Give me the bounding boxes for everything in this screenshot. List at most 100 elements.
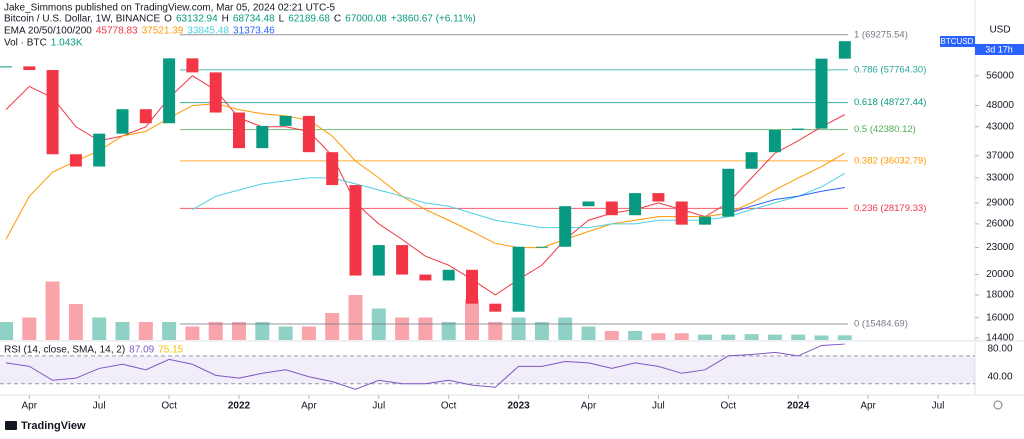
candle-body [186,58,199,73]
y-tick-label: 37000 [986,150,1014,161]
x-tick-label: Apr [22,401,38,412]
candle-body [23,66,36,71]
candle-body [116,109,129,134]
y-tick-label: 33000 [986,173,1014,184]
ema-line [728,186,845,214]
legend-text: C [334,14,341,25]
volume-bar [185,326,200,340]
candle-body [279,115,292,126]
volume-bar [45,281,60,340]
x-tick-label: Apr [301,401,317,412]
candle-body [699,216,711,225]
candle-body [489,303,502,312]
volume-bar [511,317,526,340]
rsi-line [5,343,845,390]
candle-body [139,109,152,124]
volume-bar [441,322,456,340]
x-tick-label: Jul [372,401,385,412]
x-tick-label: Apr [581,401,597,412]
candle-body [349,185,362,276]
volume-bar [301,326,316,340]
legend-text: 67000.08 [345,14,387,25]
footer: TradingView [5,420,86,432]
volume-bar [395,317,410,340]
rsi-tick-label: 40.00 [987,371,1012,382]
y-tick-label: 23000 [986,242,1014,253]
volume-bar [721,334,736,340]
volume-bar [791,334,806,340]
currency-label: USD [989,25,1010,36]
settings-button[interactable] [993,400,1003,410]
fib-label: 0.5 (42380.12) [854,124,916,135]
x-tick-label: Jul [93,401,106,412]
legend-text: 37521.39 [142,26,184,37]
x-tick-label: 2024 [787,401,810,412]
candle-body [559,206,572,247]
candle-body [93,133,106,167]
candle-body [442,269,455,281]
legend-text: Vol · BTC [4,38,47,49]
candle-body [768,129,781,153]
legend-text: Bitcoin / U.S. Dollar, 1W, BINANCE [4,14,160,25]
volume-bar [465,299,479,340]
volume-bar [0,322,13,340]
legend-text: O [164,14,172,25]
candle-body [838,41,851,59]
logo [5,421,17,430]
x-tick-label: Jul [652,401,665,412]
candle-body [815,58,828,129]
price-tag [940,36,975,47]
legend-text: RSI (14, close, SMA, 14, 2) [4,345,125,356]
volume-bar [674,333,689,340]
candle-body [46,70,59,155]
volume-bar [278,326,293,340]
legend-text: 45778.83 [96,26,138,37]
y-tick-label: 43000 [986,121,1014,132]
legend-text: 62189.68 [288,14,330,25]
countdown-tag [975,44,1024,55]
volume-bar [348,295,363,340]
legend-text: +3860.67 (+6.11%) [391,14,476,25]
volume-bar [767,334,782,340]
legend-text: 63132.94 [176,14,218,25]
candle-body [0,66,12,68]
volume-bar [534,322,549,340]
y-tick-label: 48000 [986,100,1014,111]
y-tick-label: 18000 [986,290,1014,301]
volume-bar [628,331,643,340]
volume-bar [558,317,573,340]
candle-body [512,246,525,312]
fib-label: 1 (69275.54) [854,29,908,40]
candle-body [605,201,618,216]
ema-line [192,172,846,229]
candle-body [466,269,478,304]
candle-body [372,245,385,276]
candle-body [256,125,269,149]
volume-bar [92,317,107,340]
candle-body [722,168,735,217]
x-tick-label: Oct [441,401,457,412]
fib-label: 0.618 (48727.44) [854,97,926,108]
fib-label: 0 (15484.69) [854,318,908,329]
candle-body [302,115,315,153]
candle-body [326,152,339,186]
volume-bar [325,313,340,340]
candle-body [652,193,665,202]
candle-body [396,245,409,275]
volume-bar [162,322,177,340]
volume-bar [604,331,619,340]
y-tick-label: 16000 [986,312,1014,323]
legend-text: 31373.46 [233,26,275,37]
legend-text: 75.15 [158,345,183,356]
x-tick-label: Oct [161,401,177,412]
volume-bar [698,334,712,340]
candle-body [629,193,642,216]
y-tick-label: 20000 [986,269,1014,280]
y-tick-label: 14400 [986,333,1014,344]
legend-text: H [222,14,229,25]
volume-bar [581,326,596,340]
fib-label: 0.236 (28179.33) [854,203,926,214]
candle-body [745,152,758,169]
x-tick-label: Oct [721,401,737,412]
volume-bar [814,335,829,340]
